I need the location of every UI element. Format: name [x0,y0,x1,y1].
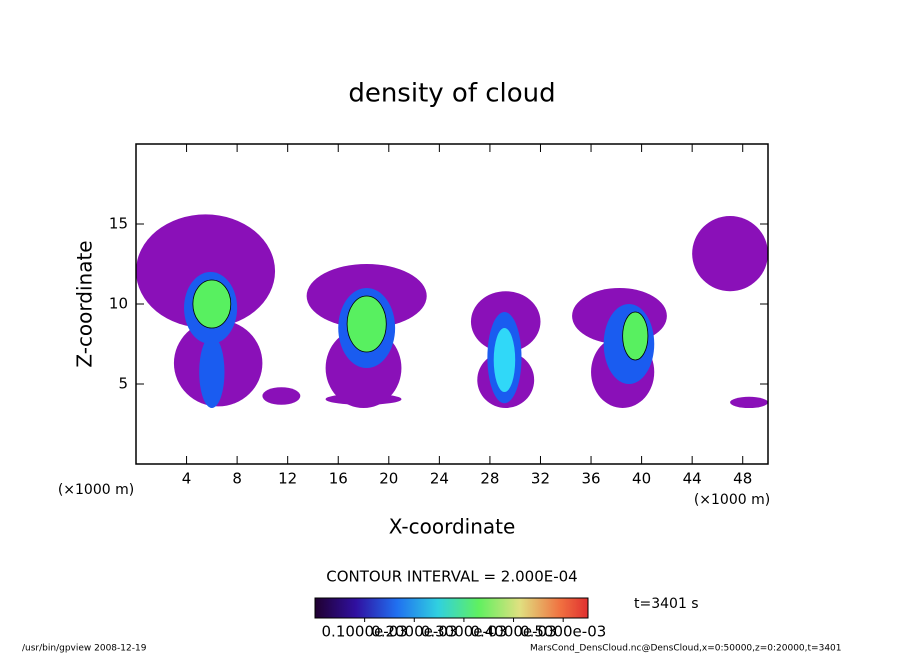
contour-region [622,311,649,361]
contour-region [192,279,232,329]
colorbar [314,597,589,619]
x-tick-label: 28 [480,470,499,488]
y-unit-label: (×1000 m) [58,482,134,498]
footer-left: /usr/bin/gpview 2008-12-19 [22,644,147,654]
x-tick-label: 4 [182,470,192,488]
contour-region [493,328,516,392]
plot-area [136,214,768,408]
colorbar-label: 0.4000e-03 [470,623,556,641]
contour-region [692,216,768,292]
y-axis-label: Z-coordinate [73,240,97,367]
x-unit-label: (×1000 m) [694,492,770,508]
colorbar-label: 0.5000e-03 [520,623,606,641]
colorbar-label: 0.2000e-03 [371,623,457,641]
contour-interval: CONTOUR INTERVAL = 2.000E-04 [326,568,577,586]
colorbar-label: 0.3000e-03 [421,623,507,641]
footer-right: MarsCond_DensCloud.nc@DensCloud,x=0:5000… [530,644,842,654]
x-tick-label: 32 [531,470,550,488]
x-tick-label: 16 [329,470,348,488]
y-tick-label: 5 [118,375,128,393]
x-tick-label: 8 [232,470,242,488]
x-tick-label: 48 [733,470,752,488]
x-axis-label: X-coordinate [389,515,516,539]
colorbar-label: 0.1000e-03 [322,623,408,641]
y-tick-label: 15 [109,215,128,233]
x-tick-label: 20 [379,470,398,488]
contour-region [730,396,768,408]
x-tick-label: 24 [430,470,449,488]
chart-title: density of cloud [348,79,555,109]
x-tick-label: 36 [581,470,600,488]
time-label: t=3401 s [634,596,699,612]
x-tick-label: 40 [632,470,651,488]
contour-region [262,387,301,405]
x-tick-label: 12 [278,470,297,488]
contour-region [136,214,276,328]
contour-region [346,295,387,353]
x-tick-label: 44 [683,470,702,488]
contour-region [199,336,225,408]
y-tick-label: 10 [109,295,128,313]
